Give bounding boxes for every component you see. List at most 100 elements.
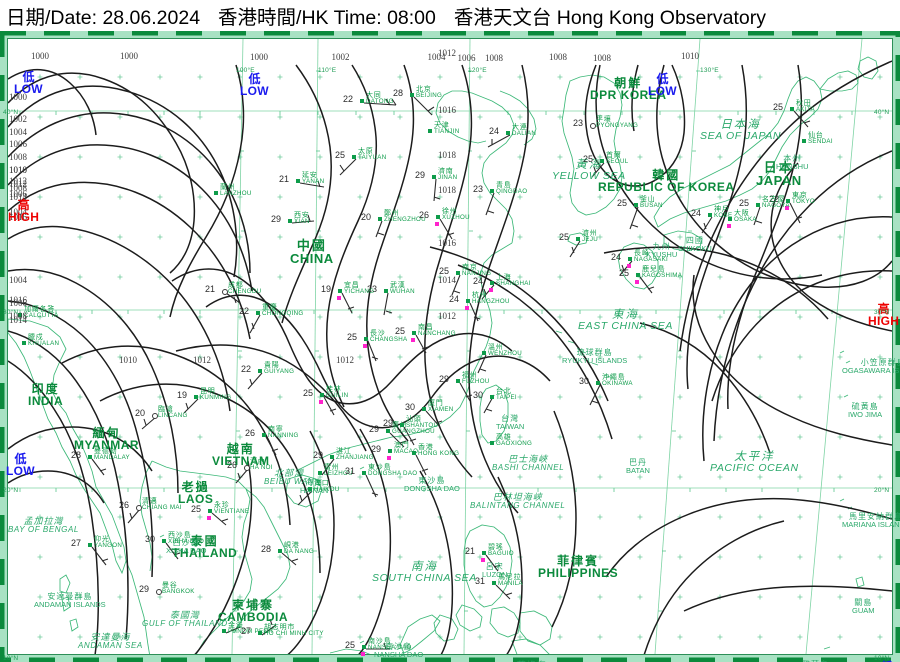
station-temperature: 24 — [448, 294, 459, 304]
station-name-en: JINAN — [438, 174, 458, 182]
station-name-cn: 湛江 — [336, 448, 352, 455]
station-name-cn: 永珍 — [214, 502, 230, 509]
station-name: 東京 TOKYO — [792, 192, 815, 206]
station-marker-icon — [636, 273, 640, 277]
station-name-en: SEOUL — [606, 158, 629, 166]
station-name-en: SHANTOU — [406, 422, 439, 430]
station-temperature: 30 — [578, 376, 589, 386]
station-marker-icon — [288, 219, 292, 223]
station-marker-icon — [22, 341, 26, 345]
station-name-en: NAGASAKI — [634, 256, 669, 264]
station-name: 香港 HONG KONG — [418, 444, 459, 458]
station-name-en: CHENGDU — [228, 288, 262, 296]
station-precip-icon — [207, 516, 211, 520]
station-marker-icon — [802, 139, 806, 143]
station-temperature: 22 — [238, 306, 249, 316]
station-temperature: 28 — [392, 88, 403, 98]
station-marker-icon — [400, 423, 404, 427]
station-temperature: 23 — [472, 184, 483, 194]
station-marker-icon — [786, 199, 790, 203]
station-marker-icon — [258, 369, 262, 373]
station-marker-icon — [244, 465, 250, 471]
station-name-en: MACAO — [394, 448, 419, 456]
station-temperature: 29 — [370, 444, 381, 454]
station-name-cn: 濟南 — [438, 168, 454, 175]
station-name-cn: 西安 — [294, 212, 310, 219]
station-precip-icon — [363, 344, 367, 348]
isobar-label: 1006 — [457, 53, 476, 63]
station-name-cn: 臨滄 — [158, 406, 174, 413]
station-name-en: OSAKA — [734, 216, 757, 224]
isobar-label: 1002 — [9, 114, 27, 124]
station-name-cn: 長崎 — [634, 250, 650, 257]
station-name: 延安 YANAN — [302, 172, 324, 186]
station-name-cn: 廣州 — [392, 422, 408, 429]
station-name: 南沙島 NANSHA DAO — [368, 638, 412, 652]
station-name: 廈門 XIAMEN — [428, 400, 454, 414]
station-name-en: XIAMEN — [428, 406, 454, 414]
station-temperature: 28 — [260, 544, 271, 554]
station-temperature: 26 — [118, 500, 129, 510]
station-name: 仰光 YANGON — [94, 536, 122, 550]
station-name-en: BEIJING — [416, 92, 443, 100]
station-name-cn: 杭州 — [472, 292, 488, 299]
station-name: 徐州 XUZHOU — [442, 208, 470, 222]
station-name: 清邁 CHIANG MAI — [142, 498, 182, 512]
station-name-cn: 徐州 — [442, 208, 458, 215]
isobar-label: 1008 — [549, 52, 567, 62]
station-precip-icon — [481, 558, 485, 562]
station-marker-icon — [482, 351, 486, 355]
station-temperature: 20 — [134, 408, 145, 418]
wind-barbs — [91, 96, 811, 650]
station-marker-icon — [362, 645, 366, 649]
station-temperature: 25 — [302, 388, 313, 398]
isobar-label: 1016 — [9, 295, 27, 305]
station-marker-icon — [278, 549, 282, 553]
station-name: 曼谷 BANGKOK — [162, 582, 195, 596]
station-name: 碧瑤 BAGUIO — [488, 544, 514, 558]
isobar-label: 1008 — [9, 152, 27, 162]
isobar-label: 1008 — [9, 311, 27, 321]
station-marker-icon — [378, 217, 382, 221]
station-name-cn: 仰光 — [94, 536, 110, 543]
surface-analysis-map[interactable]: 中國 CHINA 朝鮮 DPR KOREA 韓國 REPUBLIC OF KOREA 日本 J… — [0, 31, 900, 662]
station-name-en: DALIAN — [512, 130, 537, 138]
station-name-cn: 貴陽 — [264, 362, 280, 369]
station-name-cn: 鹿兒島 — [642, 266, 666, 273]
station-marker-icon — [88, 455, 92, 459]
station-temperature: 27 — [70, 538, 81, 548]
station-name-en: YANGON — [94, 542, 123, 550]
station-name-cn: 曼德勒 — [94, 448, 118, 455]
station-name-cn: 南京 — [462, 264, 478, 271]
station-temperature: 25 — [738, 198, 749, 208]
station-name-cn: 上海 — [496, 274, 512, 281]
station-marker-icon — [436, 215, 440, 219]
station-name-en: LINCANG — [158, 412, 188, 420]
station-marker-icon — [222, 629, 226, 633]
station-precip-icon — [319, 400, 323, 404]
station-name-cn: 碧瑤 — [488, 544, 504, 551]
station-marker-icon — [456, 271, 460, 275]
station-marker-icon — [318, 471, 322, 475]
isobar-label: 1012 — [336, 355, 354, 365]
station-name: 曼德勒 MANDALAY — [94, 448, 130, 462]
pressure-marker-en: LOW — [6, 464, 35, 478]
station-temperature: 24 — [610, 252, 621, 262]
station-name-en: YANAN — [302, 178, 325, 186]
station-name-en: BUSAN — [640, 202, 663, 210]
station-name: 雷州 LEIZHOU — [324, 464, 353, 478]
isobar-label: 1008 — [9, 183, 27, 193]
isobar-label: 1000 — [120, 51, 138, 61]
station-name-en: WUHAN — [390, 288, 415, 296]
station-name: 金邊 PHNOM PENH — [228, 622, 273, 636]
latitude-tick-label: 40°N — [874, 109, 890, 116]
station-name: 溫州 WENZHOU — [488, 344, 522, 358]
station-name: 秋田 AKITA — [796, 100, 815, 114]
longitude-tick-label: 100°E — [236, 67, 255, 74]
station-name-en: DONGSHA DAO — [368, 470, 418, 478]
station-name-en: SHANGHAI — [496, 280, 531, 288]
latitude-tick-label: 10°N — [3, 655, 19, 662]
station-temperature: 29 — [414, 170, 425, 180]
isobar-label: 1010 — [119, 355, 137, 365]
